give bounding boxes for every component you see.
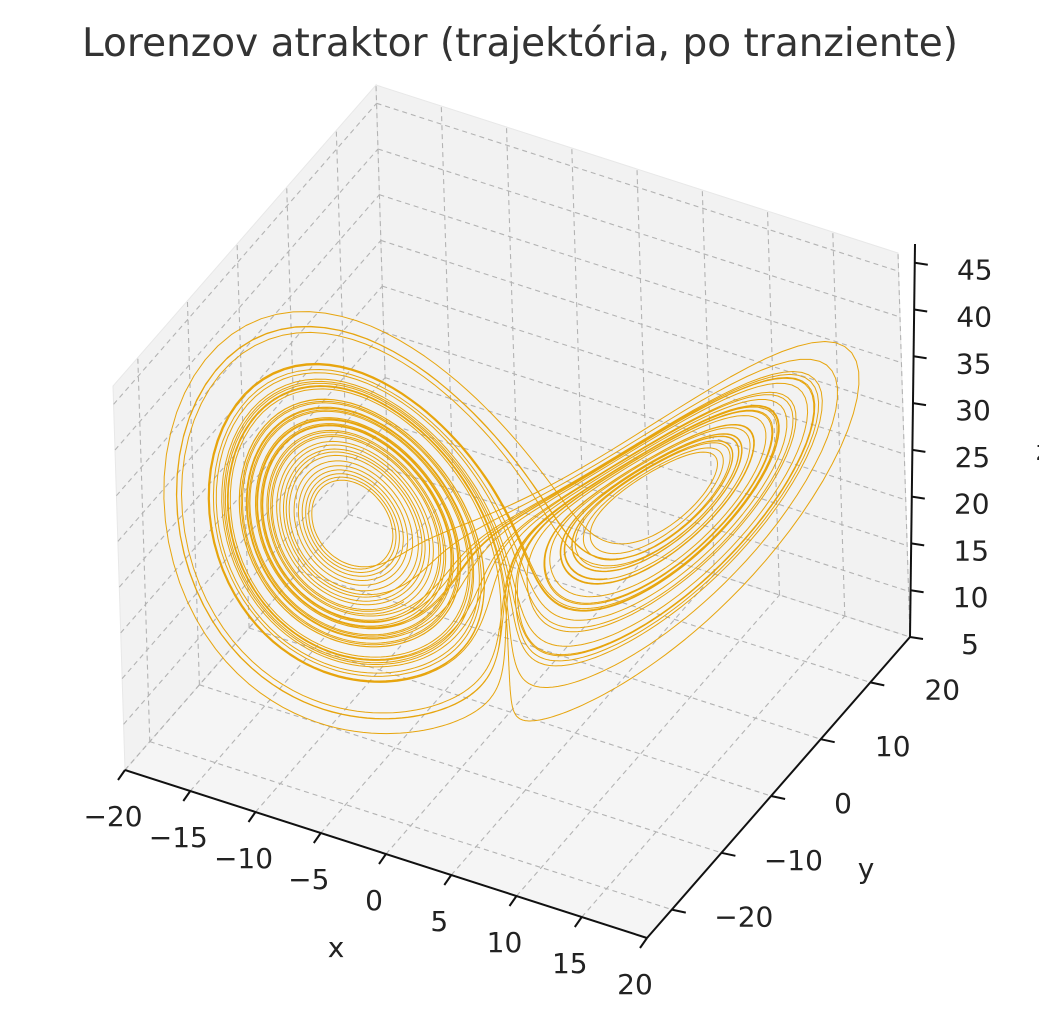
- grid-x-back: [636, 168, 650, 554]
- grid-x-back: [766, 210, 781, 596]
- y-tick-label: 0: [834, 787, 852, 820]
- grid-z-left: [113, 102, 378, 405]
- grid-z-back: [376, 102, 899, 272]
- x-tick-label: −10: [214, 842, 273, 875]
- z-tick-mark: [912, 402, 927, 407]
- tick-labels: −20−15−10−505101520−20−10010205101520253…: [83, 254, 992, 1001]
- z-tick-label: 45: [957, 254, 993, 287]
- grid-z-back: [383, 331, 906, 501]
- y-axis-line: [646, 636, 911, 939]
- z-tick-mark: [910, 589, 924, 594]
- grid-y-floor: [199, 684, 722, 854]
- grid-x-back: [440, 105, 454, 491]
- grid-z-left: [121, 377, 386, 679]
- z-tick-label: 10: [953, 581, 989, 614]
- z-tick-mark: [911, 542, 925, 547]
- z-tick-label: 20: [954, 488, 990, 521]
- trajectory-line: [163, 311, 860, 735]
- y-tick-label: −20: [714, 901, 773, 934]
- chart-title: Lorenzov atraktor (trajektória, po tranz…: [82, 21, 958, 66]
- grid-x-back: [832, 231, 846, 617]
- grid-x-back: [505, 126, 520, 512]
- grid-x-back: [701, 189, 715, 575]
- z-tick-label: 5: [961, 628, 979, 661]
- grid-z-left: [115, 194, 380, 497]
- x-tick-label: 20: [617, 968, 653, 1001]
- grid-y-floor: [149, 741, 672, 911]
- x-tick-label: 10: [487, 926, 523, 959]
- grid-x-floor: [189, 489, 454, 792]
- grid-z-back: [386, 422, 909, 592]
- grid-y-floor: [348, 513, 871, 683]
- z-tick-label: 35: [956, 347, 992, 380]
- x-tick-mark: [117, 769, 126, 781]
- x-tick-mark: [508, 895, 518, 907]
- grid-z-left: [114, 148, 379, 451]
- x-tick-label: −20: [83, 800, 142, 833]
- x-tick-label: 15: [552, 947, 588, 980]
- z-tick-mark: [914, 308, 928, 313]
- x-tick-mark: [312, 832, 322, 844]
- x-axis-label: x: [328, 931, 345, 964]
- grid-y-floor: [298, 570, 821, 740]
- grid-y-left: [137, 357, 151, 742]
- grid-x-back: [897, 252, 911, 638]
- z-tick-mark: [914, 261, 928, 266]
- grid-z-back: [380, 239, 904, 409]
- z-tick-mark: [912, 448, 926, 453]
- grid-z-back: [377, 148, 901, 318]
- grid-z-back: [379, 194, 902, 364]
- y-tick-mark: [870, 681, 885, 687]
- z-tick-label: 25: [955, 441, 991, 474]
- z-tick-mark: [911, 495, 925, 500]
- z-tick-mark: [909, 636, 924, 640]
- y-tick-mark: [671, 908, 687, 914]
- grid-y-left: [286, 187, 300, 572]
- grid-x-floor: [516, 594, 780, 897]
- y-tick-mark: [721, 851, 736, 857]
- x-tick-mark: [247, 811, 257, 823]
- x-tick-mark: [639, 937, 648, 949]
- grid-y-floor: [248, 627, 772, 797]
- x-tick-label: −5: [288, 863, 329, 896]
- z-axis-label: z: [1036, 434, 1039, 467]
- x-tick-label: 0: [365, 884, 383, 917]
- grid-x-floor: [450, 573, 715, 876]
- y-tick-label: −10: [764, 844, 823, 877]
- z-tick-mark: [913, 355, 927, 360]
- y-tick-mark: [820, 738, 835, 744]
- grid-z-left: [124, 468, 389, 771]
- grid-z-left: [120, 331, 385, 634]
- grid-z-back: [382, 285, 905, 455]
- y-tick-label: 20: [924, 673, 960, 706]
- z-tick-label: 30: [955, 394, 991, 427]
- x-tick-mark: [378, 853, 387, 865]
- grid-x-floor: [385, 552, 650, 855]
- trajectory: [163, 311, 860, 735]
- z-tick-label: 40: [956, 301, 992, 334]
- z-tick-label: 15: [953, 534, 989, 567]
- grid-x-floor: [255, 510, 519, 813]
- x-tick-mark: [573, 916, 583, 928]
- y-tick-label: 10: [875, 730, 911, 763]
- x-tick-label: −15: [149, 821, 208, 854]
- y-tick-mark: [770, 795, 786, 800]
- x-tick-mark: [182, 790, 192, 802]
- y-axis-label: y: [858, 852, 875, 885]
- x-tick-label: 5: [430, 905, 448, 938]
- x-tick-mark: [443, 874, 453, 886]
- z-axis-line: [909, 243, 916, 638]
- grid-x-floor: [581, 615, 846, 918]
